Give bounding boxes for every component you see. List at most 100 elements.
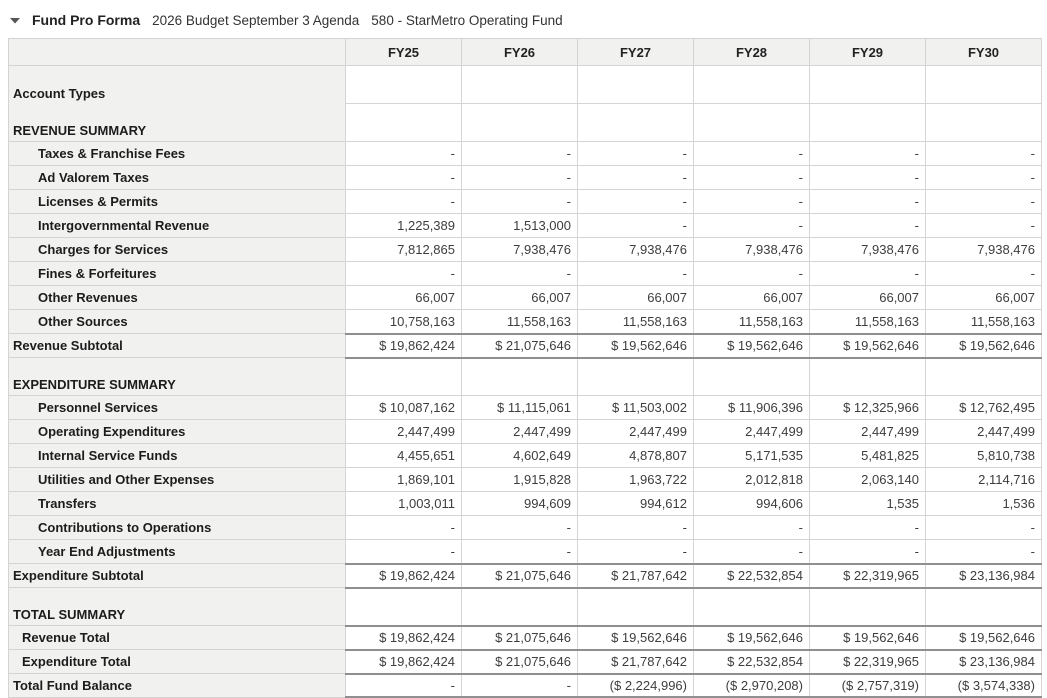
value-cell: - — [461, 189, 578, 214]
value-cell — [693, 357, 810, 396]
value-cell: - — [925, 213, 1042, 238]
value-cell: $ 23,136,984 — [925, 562, 1042, 589]
value-cell: - — [345, 261, 462, 286]
value-cell: 1,915,828 — [461, 467, 578, 492]
row-label: Year End Adjustments — [8, 539, 346, 564]
table-row: Fines & Forfeitures - - - - - - — [8, 261, 1042, 286]
value-cell: - — [345, 165, 462, 190]
value-cell: $ 22,532,854 — [693, 562, 810, 589]
value-cell — [925, 587, 1042, 626]
value-cell: - — [577, 165, 694, 190]
value-cell — [925, 357, 1042, 396]
table-row: REVENUE SUMMARY — [8, 103, 1042, 142]
fund-pro-forma-table: FY25 FY26 FY27 FY28 FY29 FY30 Account Ty… — [8, 38, 1042, 698]
value-cell: 7,812,865 — [345, 237, 462, 262]
value-cell: - — [345, 141, 462, 166]
row-label: Total Fund Balance — [8, 673, 346, 698]
row-label: Expenditure Subtotal — [8, 563, 346, 588]
row-label: Expenditure Total — [8, 649, 346, 674]
value-cell: $ 21,075,646 — [461, 648, 578, 674]
table-row: Contributions to Operations - - - - - - — [8, 515, 1042, 540]
value-cell: - — [577, 261, 694, 286]
value-cell: - — [461, 672, 578, 698]
value-cell: $ 23,136,984 — [925, 648, 1042, 674]
table-row: TOTAL SUMMARY — [8, 587, 1042, 626]
row-label: Internal Service Funds — [8, 443, 346, 468]
value-cell: 2,447,499 — [693, 419, 810, 444]
value-cell: 7,938,476 — [693, 237, 810, 262]
value-cell: 2,447,499 — [925, 419, 1042, 444]
value-cell: - — [693, 189, 810, 214]
value-cell: 66,007 — [461, 285, 578, 310]
table-row: Expenditure Total $ 19,862,424 $ 21,075,64… — [8, 648, 1042, 674]
value-cell: 1,003,011 — [345, 491, 462, 516]
value-cell — [577, 587, 694, 626]
value-cell: 7,938,476 — [809, 237, 926, 262]
value-cell: $ 11,503,002 — [577, 395, 694, 420]
row-label: REVENUE SUMMARY — [8, 103, 346, 142]
value-cell: 11,558,163 — [809, 309, 926, 334]
column-header-row: FY25 FY26 FY27 FY28 FY29 FY30 — [8, 38, 1042, 66]
value-cell: - — [461, 141, 578, 166]
value-cell: 1,963,722 — [577, 467, 694, 492]
value-cell: - — [925, 165, 1042, 190]
row-label: Revenue Subtotal — [8, 333, 346, 358]
value-cell: 994,606 — [693, 491, 810, 516]
value-cell — [693, 103, 810, 142]
value-cell — [809, 357, 926, 396]
value-cell: - — [461, 165, 578, 190]
value-cell — [925, 103, 1042, 142]
table-row: Internal Service Funds 4,455,651 4,602,649… — [8, 443, 1042, 468]
value-cell: - — [925, 515, 1042, 540]
row-label: Utilities and Other Expenses — [8, 467, 346, 492]
value-cell: $ 19,562,646 — [577, 624, 694, 650]
value-cell: 7,938,476 — [925, 237, 1042, 262]
value-cell: 11,558,163 — [577, 309, 694, 334]
value-cell: $ 22,532,854 — [693, 648, 810, 674]
value-cell: 4,455,651 — [345, 443, 462, 468]
value-cell — [693, 65, 810, 104]
row-label: Other Sources — [8, 309, 346, 334]
value-cell — [461, 357, 578, 396]
row-label: Charges for Services — [8, 237, 346, 262]
table-row: Total Fund Balance - - ($ 2,224,996) ($ 2,97… — [8, 672, 1042, 698]
column-header-fy30: FY30 — [925, 38, 1042, 66]
value-cell: $ 11,115,061 — [461, 395, 578, 420]
value-cell: - — [809, 141, 926, 166]
table-row: Taxes & Franchise Fees - - - - - - — [8, 141, 1042, 166]
table-row: EXPENDITURE SUMMARY — [8, 357, 1042, 396]
value-cell: $ 21,075,646 — [461, 562, 578, 589]
value-cell: 2,063,140 — [809, 467, 926, 492]
table-row: Utilities and Other Expenses 1,869,101 1,9… — [8, 467, 1042, 492]
collapse-triangle-icon[interactable] — [10, 17, 32, 24]
row-label: Taxes & Franchise Fees — [8, 141, 346, 166]
value-cell: $ 11,906,396 — [693, 395, 810, 420]
row-label: Fines & Forfeitures — [8, 261, 346, 286]
table-header: FY25 FY26 FY27 FY28 FY29 FY30 — [8, 38, 1042, 66]
value-cell: 5,171,535 — [693, 443, 810, 468]
value-cell: 5,481,825 — [809, 443, 926, 468]
value-cell — [693, 587, 810, 626]
value-cell: - — [809, 261, 926, 286]
value-cell: - — [925, 141, 1042, 166]
table-row: Expenditure Subtotal $ 19,862,424 $ 21,075… — [8, 562, 1042, 589]
value-cell: - — [461, 539, 578, 564]
value-cell: $ 19,862,424 — [345, 332, 462, 359]
value-cell: - — [693, 213, 810, 238]
value-cell: ($ 2,970,208) — [693, 672, 810, 698]
table-row: Account Types — [8, 65, 1042, 104]
value-cell — [577, 103, 694, 142]
value-cell: 11,558,163 — [461, 309, 578, 334]
value-cell: - — [925, 539, 1042, 564]
value-cell: - — [809, 539, 926, 564]
row-label: Intergovernmental Revenue — [8, 213, 346, 238]
column-header-fy27: FY27 — [577, 38, 694, 66]
value-cell: 2,447,499 — [345, 419, 462, 444]
value-cell — [345, 357, 462, 396]
table-row: Year End Adjustments - - - - - - — [8, 539, 1042, 564]
table-row: Charges for Services 7,812,865 7,938,476 7,… — [8, 237, 1042, 262]
value-cell: $ 19,562,646 — [925, 332, 1042, 359]
value-cell: $ 21,787,642 — [577, 562, 694, 589]
value-cell: $ 19,562,646 — [693, 624, 810, 650]
triangle-down-icon — [10, 17, 20, 23]
